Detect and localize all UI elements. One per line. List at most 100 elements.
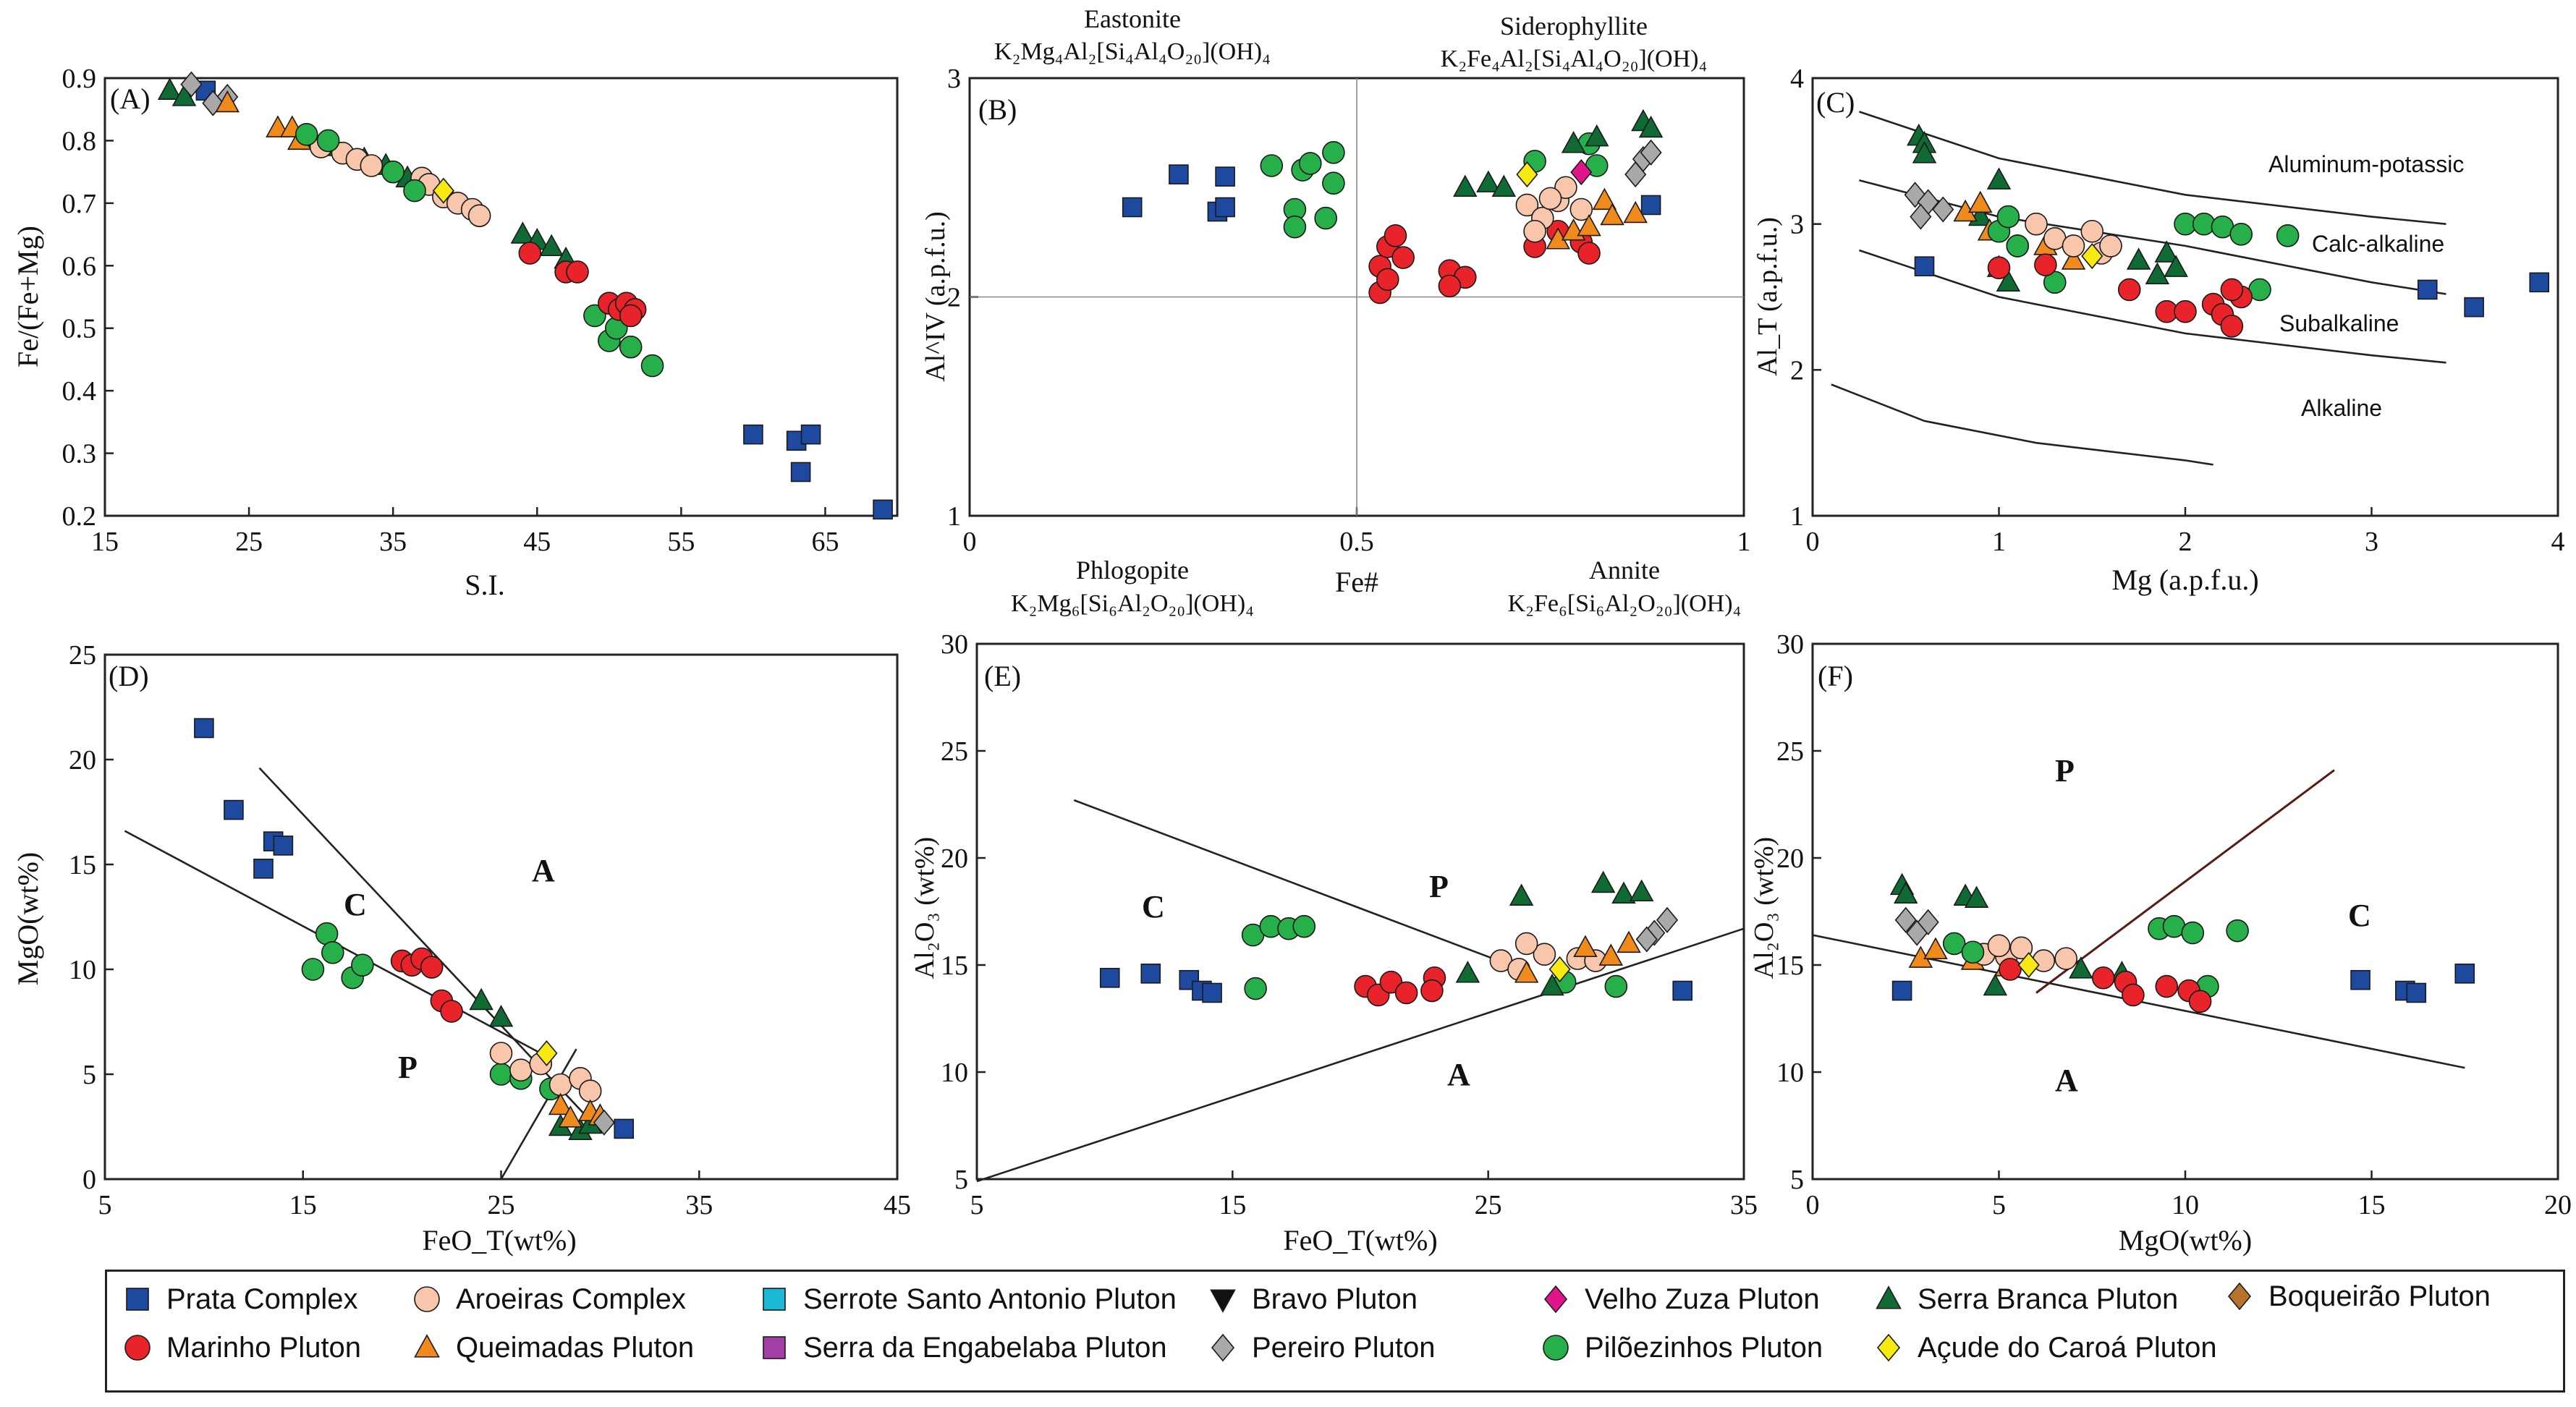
annotation-annite-formula: K₂Fe₆[Si₆Al₂O₂₀](OH)₄ [1508, 590, 1742, 617]
x-tick-label: 20 [2544, 1190, 2572, 1220]
data-point [790, 462, 811, 483]
data-point [1099, 967, 1120, 988]
legend-item-acude-do-caroa-pluton: Açude do Caroá Pluton [1873, 1326, 2217, 1369]
legend-item-serra-branca-pluton: Serra Branca Pluton [1873, 1278, 2178, 1321]
legend-marker-shape [1876, 1333, 1901, 1362]
y-tick-label: 5 [1790, 1165, 1804, 1195]
y-axis-label: MgO(wt%) [12, 852, 44, 985]
y-tick-label: 10 [1776, 1058, 1804, 1088]
region-alkaline: Alkaline [2301, 395, 2382, 421]
data-point [2062, 234, 2085, 258]
data-point [2464, 297, 2484, 318]
plot-frame [1811, 642, 2559, 1181]
x-tick-label: 5 [970, 1190, 984, 1220]
legend-label: Bravo Pluton [1252, 1283, 1418, 1315]
data-point [2017, 951, 2040, 979]
y-axis-label: Al₂O₃ (wt%) [910, 837, 940, 979]
region-p: P [1429, 869, 1449, 904]
data-point [1987, 934, 2011, 958]
series-acude-do-caroa-pluton [1548, 956, 1571, 982]
y-axis-label: Al^IV (a.p.f.u.) [920, 211, 951, 382]
y-tick-label: 0.9 [62, 64, 97, 94]
region-c: C [1142, 889, 1165, 924]
data-point [1322, 171, 1345, 195]
legend-item-queimadas-pluton: Queimadas Pluton [411, 1326, 694, 1369]
panel-b: (B) Fe# Al^IV (a.p.f.u.) Eastonite K₂Mg₄… [920, 4, 1751, 617]
tick-layer: 5 15 25 35 5 10 15 20 25 30 [941, 629, 1758, 1220]
data-point [1640, 195, 1661, 216]
series-pereiro-pluton [1894, 906, 1939, 946]
legend-label: Pilõezinhos Pluton [1585, 1331, 1823, 1364]
boundary-line-2 [2035, 769, 2335, 994]
legend-marker-diamond-icon [2227, 1282, 2252, 1311]
data-point [1540, 973, 1564, 996]
legend-marker-shape [414, 1286, 440, 1312]
x-tick-label: 55 [667, 527, 695, 557]
data-point [1292, 914, 1316, 938]
data-point [1611, 881, 1636, 904]
y-tick-label: 0.2 [62, 501, 97, 532]
reference-lines [970, 78, 1744, 516]
data-point [743, 424, 763, 445]
legend-label: Serrote Santo Antonio Pluton [803, 1283, 1177, 1315]
data-point [548, 1073, 572, 1097]
x-tick-label: 45 [523, 527, 551, 557]
x-axis-label: Fe# [1335, 566, 1378, 598]
region-a: A [2055, 1063, 2078, 1098]
data-point [1573, 935, 1598, 958]
legend-item-prata-complex: Prata Complex [122, 1278, 358, 1321]
data-point [1179, 969, 1200, 990]
data-point [583, 304, 606, 328]
data-point [2155, 974, 2179, 998]
y-tick-label: 2 [1790, 355, 1804, 386]
data-point [539, 234, 564, 257]
data-point [1391, 246, 1415, 269]
data-point [2220, 278, 2244, 302]
data-point [1420, 979, 1444, 1003]
region-calc-alkaline: Calc-alkaline [2312, 231, 2444, 257]
data-point [1561, 130, 1586, 153]
data-point [1202, 982, 1222, 1003]
data-point [360, 154, 384, 177]
data-point [1987, 256, 2011, 279]
legend-marker-circle-icon [414, 1286, 440, 1312]
y-axis-label: Al_T (a.p.f.u.) [1753, 217, 1783, 376]
data-point [2164, 255, 2188, 277]
x-tick-label: 65 [811, 527, 839, 557]
legend-item-serrote-santo-antonio-pluton: Serrote Santo Antonio Pluton [758, 1278, 1177, 1321]
legend-marker-triangle-icon [414, 1334, 440, 1358]
x-tick-label: 3 [2365, 527, 2378, 557]
data-points [1099, 870, 1692, 1007]
series-prata-complex [194, 718, 635, 1139]
data-point [1314, 206, 1337, 230]
y-tick-label: 3 [947, 64, 961, 94]
data-point [2099, 234, 2122, 258]
data-point [1394, 981, 1418, 1005]
series-acude-do-caroa-pluton [2081, 242, 2103, 270]
y-tick-label: 4 [1790, 64, 1804, 94]
data-point [489, 1063, 513, 1086]
panel-label: (C) [1816, 86, 1855, 119]
region-p: P [2055, 753, 2075, 788]
legend-marker-triangle-icon [1876, 1285, 1902, 1309]
y-tick-label: 10 [941, 1058, 968, 1088]
data-point [2226, 919, 2249, 943]
panel-label: (E) [984, 660, 1021, 692]
x-tick-label: 45 [884, 1190, 911, 1220]
x-axis-label: FeO_T(wt%) [1283, 1224, 1437, 1257]
data-point [2350, 969, 2370, 990]
series-marinho-pluton [390, 947, 463, 1023]
data-point [2174, 299, 2197, 323]
series-marinho-pluton [1354, 966, 1446, 1007]
region-c: C [344, 887, 367, 922]
data-point [1548, 956, 1571, 982]
data-point [1894, 906, 1917, 933]
data-point [1942, 932, 1966, 956]
legend-label: Serra da Engabelaba Pluton [803, 1331, 1167, 1364]
series-marinho-pluton [518, 242, 647, 328]
data-point [2091, 966, 2115, 990]
data-point [2054, 947, 2077, 970]
series-prata-complex [1122, 164, 1661, 222]
